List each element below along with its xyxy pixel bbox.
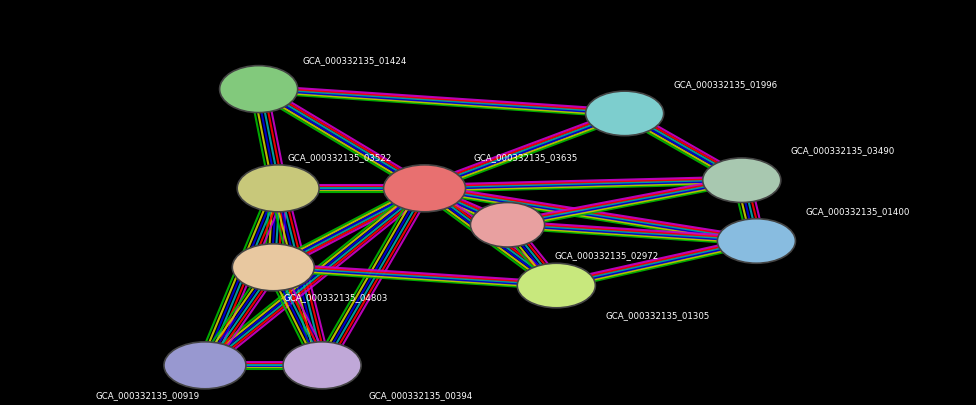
- Ellipse shape: [586, 91, 664, 136]
- Text: GCA_000332135_01400: GCA_000332135_01400: [805, 207, 910, 216]
- Ellipse shape: [470, 202, 545, 247]
- Text: GCA_000332135_01424: GCA_000332135_01424: [303, 56, 407, 65]
- Ellipse shape: [517, 263, 595, 308]
- Ellipse shape: [703, 158, 781, 202]
- Ellipse shape: [717, 219, 795, 263]
- Ellipse shape: [220, 66, 298, 113]
- Ellipse shape: [237, 165, 319, 212]
- Ellipse shape: [384, 165, 466, 212]
- Ellipse shape: [283, 342, 361, 389]
- Text: GCA_000332135_03522: GCA_000332135_03522: [288, 153, 392, 162]
- Text: GCA_000332135_03635: GCA_000332135_03635: [473, 153, 578, 162]
- Text: GCA_000332135_00394: GCA_000332135_00394: [369, 391, 473, 400]
- Text: GCA_000332135_01305: GCA_000332135_01305: [605, 311, 710, 320]
- Ellipse shape: [164, 342, 246, 389]
- Text: GCA_000332135_01996: GCA_000332135_01996: [673, 80, 778, 89]
- Text: GCA_000332135_02972: GCA_000332135_02972: [554, 251, 659, 260]
- Text: GCA_000332135_00919: GCA_000332135_00919: [96, 391, 200, 400]
- Ellipse shape: [232, 244, 314, 291]
- Text: GCA_000332135_04803: GCA_000332135_04803: [283, 293, 387, 302]
- Text: GCA_000332135_03490: GCA_000332135_03490: [791, 147, 895, 156]
